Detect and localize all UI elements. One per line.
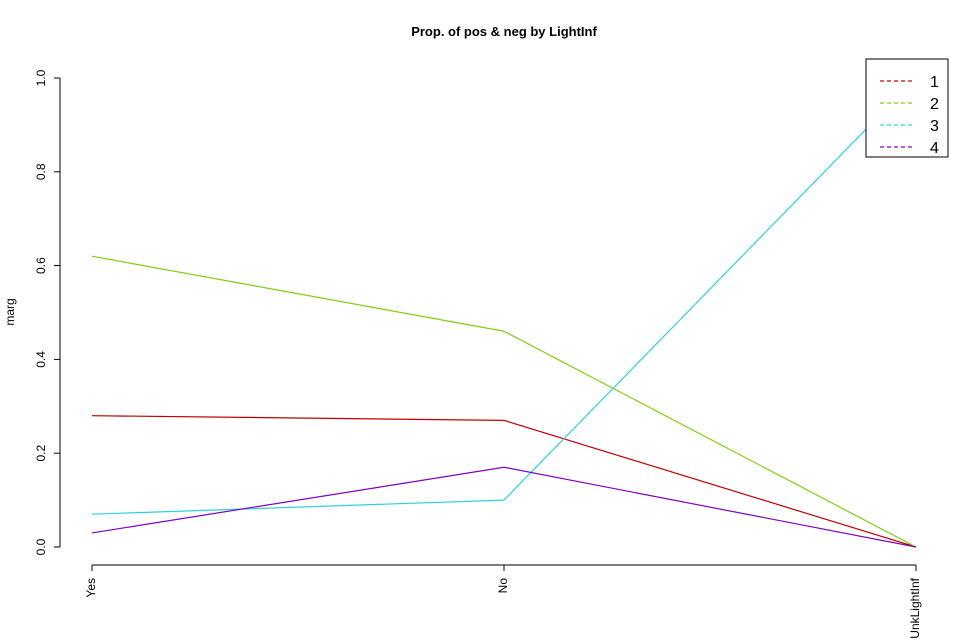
y-tick-label: 1.0 — [34, 69, 48, 86]
y-tick-label: 0.0 — [34, 538, 48, 555]
x-axis: Yes No UnkLightInf — [84, 564, 922, 639]
x-tick-label: Yes — [84, 578, 98, 598]
legend-label: 4 — [930, 140, 939, 157]
legend: 1 2 3 4 — [865, 58, 949, 158]
y-tick-label: 0.2 — [34, 445, 48, 462]
plot-lines — [91, 77, 917, 548]
series-line-2 — [91, 255, 917, 548]
series-line-4 — [91, 466, 917, 548]
y-axis-label: marg — [3, 298, 17, 325]
series-line-3 — [91, 77, 917, 515]
x-tick-label: UnkLightInf — [908, 577, 922, 638]
x-tick-label: No — [496, 578, 510, 594]
legend-label: 2 — [930, 96, 939, 113]
y-axis: 0.0 0.2 0.4 0.6 0.8 1.0 — [34, 69, 61, 555]
legend-label: 3 — [930, 118, 939, 135]
y-tick-label: 0.8 — [34, 163, 48, 180]
chart-title: Prop. of pos & neg by LightInf — [411, 24, 597, 39]
y-tick-label: 0.6 — [34, 257, 48, 274]
y-tick-label: 0.4 — [34, 351, 48, 368]
series-line-1 — [91, 415, 917, 548]
legend-box — [865, 58, 949, 158]
legend-label: 1 — [930, 74, 939, 91]
